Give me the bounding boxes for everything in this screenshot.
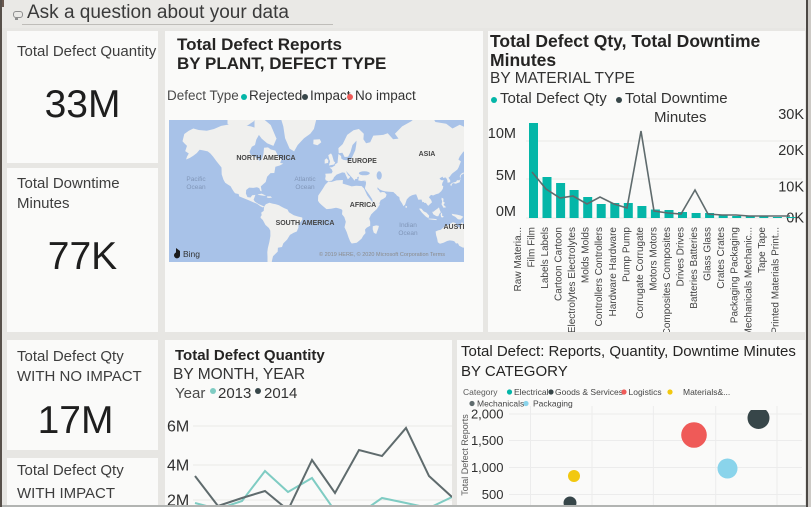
svg-text:6M: 6M <box>167 419 189 436</box>
svg-text:10M: 10M <box>488 126 516 142</box>
svg-text:Logistics: Logistics <box>629 387 662 397</box>
svg-text:Tape Tape: Tape Tape <box>757 227 768 273</box>
svg-text:Controllers Controllers: Controllers Controllers <box>594 227 605 326</box>
svg-text:Crates Crates: Crates Crates <box>716 227 727 289</box>
svg-text:Cartoon Cartoon: Cartoon Cartoon <box>554 227 565 301</box>
svg-text:Pump Pump: Pump Pump <box>621 227 632 282</box>
svg-text:1,000: 1,000 <box>471 460 504 475</box>
svg-text:Raw Materia...: Raw Materia... <box>513 227 524 291</box>
svg-text:Goods & Services: Goods & Services <box>555 387 623 397</box>
svg-text:Category: Category <box>463 387 498 397</box>
svg-text:30K: 30K <box>778 107 804 123</box>
svg-text:Labels Labels: Labels Labels <box>540 227 551 289</box>
svg-text:Indian: Indian <box>399 222 417 229</box>
svg-text:1,500: 1,500 <box>471 433 504 448</box>
svg-text:Packaging Packaging: Packaging Packaging <box>730 227 741 323</box>
svg-text:ASIA: ASIA <box>419 151 436 158</box>
svg-text:Electrolytes Electrolytes: Electrolytes Electrolytes <box>567 227 578 332</box>
svg-text:Pacific: Pacific <box>186 176 206 183</box>
svg-text:Electrical: Electrical <box>514 387 549 397</box>
svg-text:Batteries Batteries: Batteries Batteries <box>689 227 700 309</box>
svg-text:5M: 5M <box>496 168 516 184</box>
svg-text:© 2019 HERE, © 2020 Microsoft: © 2019 HERE, © 2020 Microsoft Corporatio… <box>319 251 445 258</box>
svg-text:500: 500 <box>482 487 504 502</box>
svg-text:4M: 4M <box>167 458 189 475</box>
svg-text:NORTH AMERICA: NORTH AMERICA <box>236 155 295 162</box>
svg-text:AUSTI: AUSTI <box>444 224 465 231</box>
svg-text:Hardware Hardware: Hardware Hardware <box>608 227 619 317</box>
svg-text:0K: 0K <box>786 211 804 227</box>
svg-text:2,000: 2,000 <box>471 407 504 422</box>
svg-text:Materials&...: Materials&... <box>683 387 730 397</box>
svg-text:EUROPE: EUROPE <box>347 158 377 165</box>
svg-text:Film Film: Film Film <box>527 227 538 268</box>
svg-text:0M: 0M <box>496 204 516 220</box>
svg-text:SOUTH AMERICA: SOUTH AMERICA <box>276 220 335 227</box>
svg-text:Ocean: Ocean <box>186 184 206 191</box>
svg-text:AFRICA: AFRICA <box>350 202 376 209</box>
svg-text:Bing: Bing <box>183 249 200 259</box>
svg-text:Ocean: Ocean <box>398 230 418 237</box>
svg-text:Mechanicals: Mechanicals <box>477 399 524 409</box>
svg-text:Corrugate Corrugate: Corrugate Corrugate <box>635 227 646 319</box>
svg-text:2M: 2M <box>167 493 189 507</box>
svg-text:10K: 10K <box>778 180 804 196</box>
svg-text:Drives Drives: Drives Drives <box>676 227 687 286</box>
svg-text:Atlantic: Atlantic <box>294 176 316 183</box>
svg-text:Printed Materials Print...: Printed Materials Print... <box>770 227 781 332</box>
svg-text:Packaging: Packaging <box>533 399 573 409</box>
svg-text:20K: 20K <box>778 143 804 159</box>
svg-text:Mechanicals Mechanic...: Mechanicals Mechanic... <box>743 227 754 332</box>
svg-text:Total Defect Reports: Total Defect Reports <box>460 414 470 496</box>
svg-text:Motors Motors: Motors Motors <box>648 227 659 291</box>
svg-text:Ocean: Ocean <box>295 184 315 191</box>
svg-text:Composites Composites: Composites Composites <box>662 227 673 332</box>
svg-text:Molds Molds: Molds Molds <box>581 227 592 283</box>
svg-text:Glass Glass: Glass Glass <box>703 227 714 281</box>
